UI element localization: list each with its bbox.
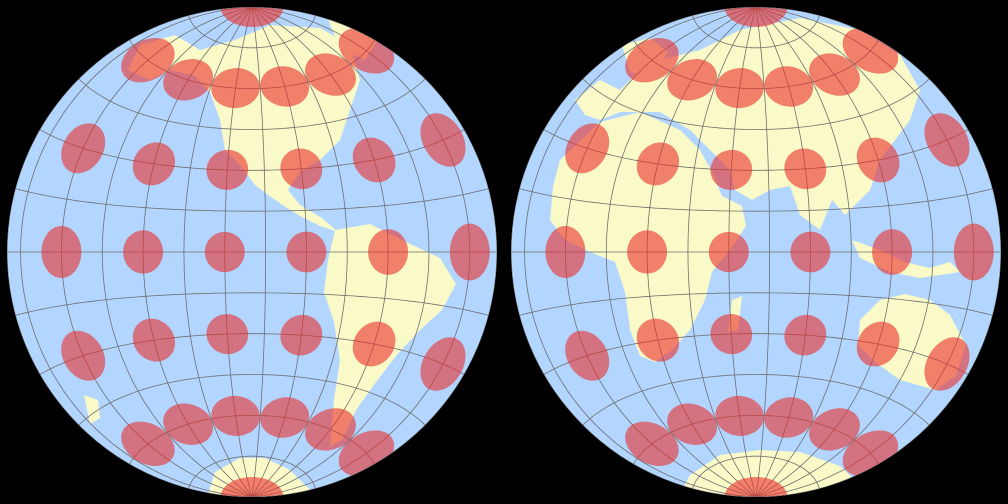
tissot-ellipse bbox=[204, 231, 245, 273]
parallel-line bbox=[582, 78, 930, 130]
tissot-ellipse bbox=[724, 7, 788, 27]
indonesia bbox=[852, 240, 960, 278]
tissot-ellipse bbox=[352, 137, 396, 183]
tissot-ellipse bbox=[163, 403, 213, 445]
parallel-line bbox=[543, 129, 969, 171]
eastern-hemisphere bbox=[511, 7, 1001, 497]
tissot-ellipse bbox=[132, 318, 176, 362]
tissot-ellipse bbox=[61, 330, 106, 381]
tissot-ellipse bbox=[764, 397, 814, 438]
tissot-ellipse bbox=[710, 149, 753, 190]
tissot-ellipse bbox=[636, 142, 680, 186]
parallel-line bbox=[78, 374, 426, 426]
tissot-ellipse bbox=[625, 38, 679, 83]
tissot-ellipse bbox=[627, 230, 668, 274]
tissot-ellipse bbox=[790, 231, 831, 273]
parallel-line bbox=[519, 292, 993, 316]
tissot-ellipse bbox=[625, 421, 679, 466]
tissot-ellipse bbox=[260, 397, 310, 438]
tissot-ellipse bbox=[260, 66, 310, 107]
parallel-line bbox=[15, 188, 489, 212]
tissot-ellipse bbox=[953, 223, 994, 281]
tissot-ellipse bbox=[420, 337, 466, 391]
western-hemisphere bbox=[7, 7, 497, 497]
tissot-ellipse bbox=[809, 53, 860, 96]
tissot-indicatrices bbox=[545, 7, 994, 497]
tissot-ellipse bbox=[545, 226, 586, 278]
parallel-line bbox=[39, 129, 465, 171]
australia-edge bbox=[84, 395, 100, 424]
tissot-ellipse bbox=[305, 53, 356, 96]
parallel-line bbox=[519, 188, 993, 212]
parallel-line bbox=[188, 455, 316, 489]
tissot-ellipse bbox=[667, 403, 717, 445]
tissot-ellipse bbox=[206, 149, 249, 190]
tissot-ellipse bbox=[61, 123, 106, 174]
tissot-ellipse bbox=[565, 123, 610, 174]
parallel-line bbox=[188, 15, 316, 49]
tissot-indicatrices bbox=[41, 7, 490, 497]
parallel-line bbox=[39, 333, 465, 375]
tissot-ellipse bbox=[715, 395, 764, 436]
tissot-ellipse bbox=[715, 68, 764, 109]
tissot-ellipse bbox=[565, 330, 610, 381]
tissot-ellipse bbox=[636, 318, 680, 362]
tissot-ellipse bbox=[206, 314, 249, 355]
tissot-ellipse bbox=[856, 137, 900, 183]
tissot-ellipse bbox=[784, 148, 827, 190]
tissot-ellipse bbox=[449, 223, 490, 281]
tissot-ellipse bbox=[667, 59, 717, 101]
tissot-ellipse bbox=[764, 66, 814, 107]
tissot-ellipse bbox=[123, 230, 164, 274]
tissot-ellipse bbox=[280, 148, 323, 190]
tissot-ellipse bbox=[856, 321, 900, 367]
tissot-ellipse bbox=[132, 142, 176, 186]
tissot-ellipse bbox=[784, 314, 827, 356]
tissot-ellipse bbox=[708, 231, 749, 273]
tissot-ellipse bbox=[368, 229, 409, 275]
tissot-ellipse bbox=[280, 314, 323, 356]
tissot-ellipse bbox=[305, 408, 356, 451]
tissot-ellipse bbox=[710, 314, 753, 355]
tissot-ellipse bbox=[809, 408, 860, 451]
parallel-line bbox=[692, 15, 820, 49]
tissot-ellipse bbox=[220, 7, 284, 27]
parallel-line bbox=[692, 455, 820, 489]
tissot-ellipse bbox=[872, 229, 913, 275]
tissot-ellipse bbox=[121, 38, 175, 83]
tissot-ellipse bbox=[724, 477, 788, 497]
tissot-ellipse bbox=[41, 226, 82, 278]
parallel-line bbox=[543, 333, 969, 375]
tissot-ellipse bbox=[211, 68, 260, 109]
parallel-line bbox=[582, 374, 930, 426]
parallel-line bbox=[15, 292, 489, 316]
tissot-ellipse bbox=[420, 113, 466, 167]
tissot-ellipse bbox=[924, 113, 970, 167]
tissot-ellipse bbox=[211, 395, 260, 436]
parallel-line bbox=[78, 78, 426, 130]
tissot-ellipse bbox=[924, 337, 970, 391]
tissot-ellipse bbox=[220, 477, 284, 497]
tissot-ellipse bbox=[286, 231, 327, 273]
tissot-ellipse bbox=[121, 421, 175, 466]
tissot-ellipse bbox=[352, 321, 396, 367]
tissot-ellipse bbox=[163, 59, 213, 101]
